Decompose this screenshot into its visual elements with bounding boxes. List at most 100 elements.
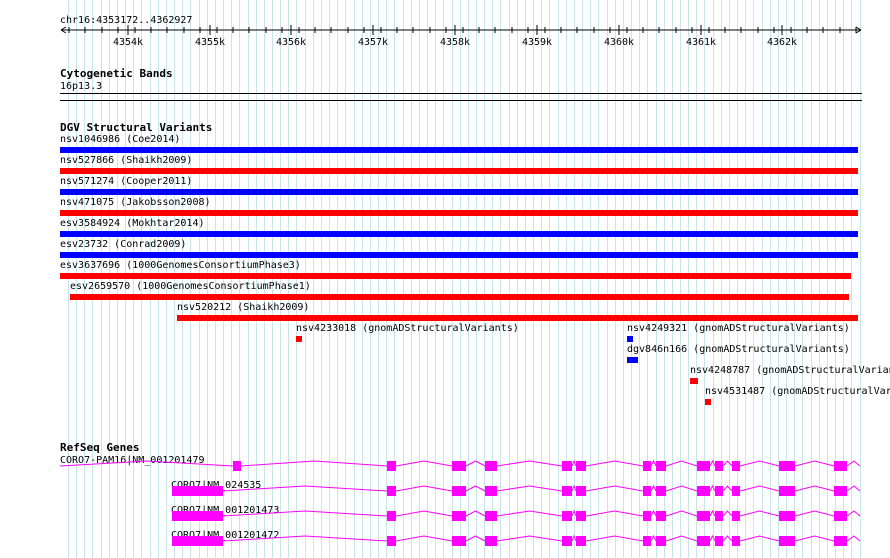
grid-line: [158, 0, 159, 558]
intron-line: [465, 460, 486, 467]
exon-block: [697, 511, 710, 521]
grid-line: [623, 0, 624, 558]
refseq-gene-label[interactable]: CORO7|NM_001201473: [171, 505, 280, 516]
intron-line: [222, 510, 388, 517]
refseq-gene-label[interactable]: CORO7|NM_024535: [171, 480, 262, 491]
exon-block: [485, 486, 497, 496]
dgv-variant-bar[interactable]: [60, 273, 851, 279]
grid-line: [76, 0, 77, 558]
exon-block: [576, 511, 586, 521]
dgv-variant-label[interactable]: nsv4248787 (gnomADStructuralVariants): [690, 365, 890, 376]
dgv-variant-bar[interactable]: [690, 378, 698, 384]
grid-line: [125, 0, 126, 558]
dgv-variant-bar[interactable]: [60, 147, 858, 153]
dgv-variant-bar[interactable]: [60, 189, 858, 195]
grid-line: [851, 0, 852, 558]
refseq-gene-label[interactable]: CORO7-PAM16|NM_001201479: [60, 455, 205, 466]
cytobands-track-title[interactable]: Cytogenetic Bands: [60, 67, 173, 80]
grid-line: [166, 0, 167, 558]
intron-line: [222, 535, 388, 542]
dgv-variant-label[interactable]: nsv4249321 (gnomADStructuralVariants): [627, 323, 850, 334]
exon-block: [834, 461, 847, 471]
refseq-track-title[interactable]: RefSeq Genes: [60, 441, 140, 454]
dgv-variant-bar[interactable]: [60, 210, 858, 216]
dgv-variant-bar[interactable]: [627, 357, 638, 363]
dgv-variant-label[interactable]: nsv527866 (Shaikh2009): [60, 155, 193, 166]
intron-line: [709, 534, 716, 542]
exon-block: [576, 486, 586, 496]
exon-block: [172, 486, 223, 496]
grid-line: [639, 0, 640, 558]
dgv-variant-label[interactable]: esv23732 (Conrad2009): [60, 239, 187, 250]
intron-line: [846, 460, 861, 467]
intron-line: [395, 485, 453, 492]
dgv-variant-bar[interactable]: [627, 336, 633, 342]
grid-line: [452, 0, 453, 558]
dgv-variant-label[interactable]: esv2659570 (1000GenomesConsortiumPhase1): [70, 281, 311, 292]
refseq-gene-model[interactable]: [0, 506, 890, 526]
exon-block: [732, 486, 740, 496]
exon-block: [452, 511, 466, 521]
refseq-gene-model[interactable]: [0, 456, 890, 476]
ruler-tick-label: 4355k: [195, 37, 225, 48]
grid-line: [411, 0, 412, 558]
exon-block: [387, 511, 396, 521]
grid-line: [207, 0, 208, 558]
intron-line: [395, 535, 453, 542]
dgv-variant-bar[interactable]: [60, 231, 858, 237]
grid-line: [615, 0, 616, 558]
exon-block: [172, 536, 223, 546]
dgv-variant-label[interactable]: nsv520212 (Shaikh2009): [177, 302, 310, 313]
intron-line: [794, 460, 835, 467]
dgv-variant-bar[interactable]: [705, 399, 711, 405]
dgv-variant-bar[interactable]: [177, 315, 858, 321]
cytoband-bar[interactable]: [60, 93, 862, 94]
dgv-variant-bar[interactable]: [296, 336, 302, 342]
grid-line: [68, 0, 69, 558]
grid-line: [664, 0, 665, 558]
exon-block: [715, 536, 723, 546]
dgv-variant-label[interactable]: nsv571274 (Cooper2011): [60, 176, 193, 187]
grid-line: [802, 0, 803, 558]
dgv-track-title[interactable]: DGV Structural Variants: [60, 121, 213, 134]
dgv-variant-label[interactable]: nsv471075 (Jakobsson2008): [60, 197, 211, 208]
exon-block: [779, 536, 795, 546]
exon-block: [834, 486, 847, 496]
intron-line: [709, 484, 716, 492]
dgv-variant-bar[interactable]: [60, 168, 858, 174]
dgv-variant-label[interactable]: dgv846n166 (gnomADStructuralVariants): [627, 344, 850, 355]
exon-block: [387, 461, 396, 471]
grid-line: [337, 0, 338, 558]
exon-block: [452, 461, 466, 471]
dgv-variant-bar[interactable]: [70, 294, 849, 300]
grid-line: [835, 0, 836, 558]
exon-block: [732, 536, 740, 546]
grid-line: [223, 0, 224, 558]
dgv-variant-label[interactable]: nsv4233018 (gnomADStructuralVariants): [296, 323, 519, 334]
grid-line: [215, 0, 216, 558]
exon-block: [643, 536, 651, 546]
dgv-variant-label[interactable]: esv3637696 (1000GenomesConsortiumPhase3): [60, 260, 301, 271]
position-ruler[interactable]: 4354k 4355k 4356k 4357k 4358k 4359k 4360k 4361k…: [0, 0, 890, 50]
grid-line: [721, 0, 722, 558]
refseq-gene-label[interactable]: CORO7|NM_001201472: [171, 530, 280, 541]
grid-line: [704, 0, 705, 558]
grid-line: [264, 0, 265, 558]
dgv-variant-bar[interactable]: [60, 252, 858, 258]
dgv-variant-label[interactable]: esv3584924 (Mokhtar2014): [60, 218, 205, 229]
exon-block: [779, 461, 795, 471]
grid-line: [460, 0, 461, 558]
exon-block: [656, 511, 666, 521]
grid-line: [190, 0, 191, 558]
grid-line: [786, 0, 787, 558]
intron-line: [465, 535, 486, 542]
refseq-gene-model[interactable]: [0, 531, 890, 551]
refseq-gene-model[interactable]: [0, 481, 890, 501]
ruler-right-arrow: [855, 26, 862, 34]
dgv-variant-label[interactable]: nsv1046986 (Coe2014): [60, 134, 181, 145]
exon-block: [732, 511, 740, 521]
intron-line: [395, 510, 453, 517]
intron-line: [240, 460, 388, 467]
exon-block: [485, 536, 497, 546]
dgv-variant-label[interactable]: nsv4531487 (gnomADStructuralVariants): [705, 386, 890, 397]
